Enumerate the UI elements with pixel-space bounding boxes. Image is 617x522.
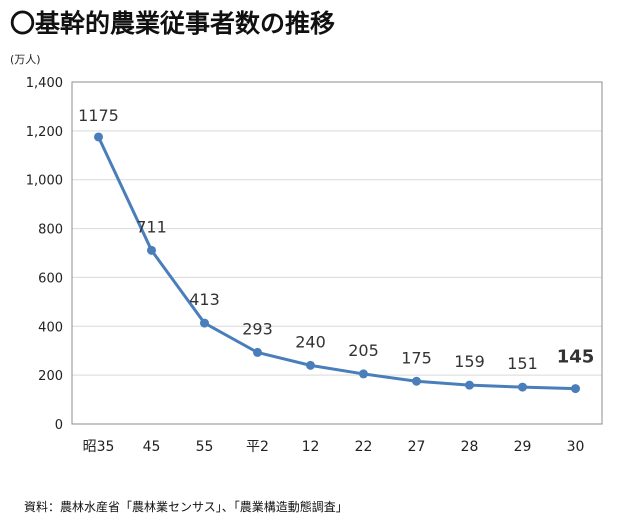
x-tick-label: 29	[514, 439, 532, 455]
data-label: 293	[242, 319, 273, 338]
data-label: 240	[295, 332, 326, 351]
source-note: 資料：農林水産省「農林業センサス」、「農業構造動態調査」	[24, 500, 348, 514]
y-tick-label: 1,200	[26, 125, 63, 140]
x-tick-label: 55	[196, 439, 214, 455]
y-tick-label: 600	[38, 271, 63, 286]
x-tick-label: 28	[461, 439, 479, 455]
data-point	[465, 380, 474, 390]
data-label: 711	[136, 217, 167, 236]
y-tick-label: 1,400	[26, 76, 63, 91]
series-line	[97, 136, 576, 391]
y-axis-unit-label: (万人)	[10, 53, 41, 66]
data-point	[306, 360, 315, 370]
x-tick-label: 30	[567, 439, 585, 455]
y-axis-ticks: 0 200 400 600 800 1,000 1,200 1,400	[26, 76, 63, 433]
data-point	[94, 132, 103, 142]
y-tick-label: 400	[38, 320, 63, 335]
data-label: 413	[189, 290, 220, 309]
chart-title: 〇基幹的農業従事者数の推移	[10, 9, 336, 38]
gridlines	[72, 130, 602, 376]
x-tick-label: 22	[355, 439, 373, 455]
data-point	[412, 376, 421, 386]
data-point	[518, 382, 527, 392]
data-labels: 1175 711 413 293 240 205 175 159 151 145	[78, 106, 594, 373]
y-tick-label: 800	[38, 223, 63, 238]
plot-area-frame	[71, 81, 603, 425]
data-label: 175	[401, 348, 432, 367]
data-point	[571, 384, 580, 394]
x-axis-ticks: 昭35 45 55 平2 12 22 27 28 29 30	[83, 439, 585, 455]
line-chart: 0 200 400 600 800 1,000 1,200 1,400 昭35 45 55 平2 12…	[26, 76, 603, 455]
x-tick-label: 27	[408, 439, 426, 455]
data-label: 205	[348, 341, 379, 360]
data-label: 1175	[78, 106, 119, 125]
data-points	[94, 132, 580, 394]
x-tick-label: 12	[302, 439, 320, 455]
y-tick-label: 200	[38, 369, 63, 384]
data-point	[253, 347, 262, 357]
data-label: 145	[557, 347, 595, 368]
data-label: 151	[507, 354, 538, 373]
y-tick-label: 1,000	[26, 174, 63, 189]
x-tick-label: 平2	[246, 439, 269, 455]
data-point	[359, 369, 368, 379]
y-tick-label: 0	[55, 418, 63, 433]
data-point	[200, 318, 209, 328]
x-tick-label: 45	[143, 439, 161, 455]
data-point	[147, 245, 156, 255]
data-label: 159	[454, 352, 485, 371]
x-tick-label: 昭35	[83, 439, 115, 455]
